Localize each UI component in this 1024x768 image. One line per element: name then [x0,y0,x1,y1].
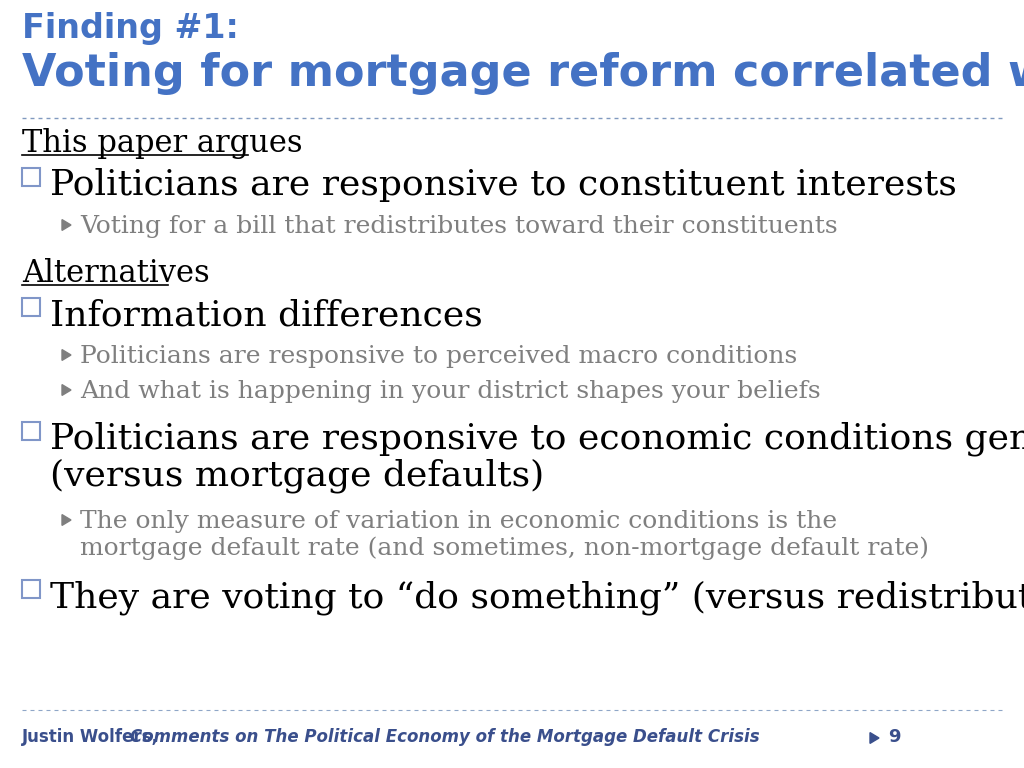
Text: Justin Wolfers,: Justin Wolfers, [22,728,165,746]
Polygon shape [62,220,71,230]
Bar [22,298,40,316]
Text: Information differences: Information differences [50,298,482,332]
Text: Politicians are responsive to perceived macro conditions: Politicians are responsive to perceived … [80,345,798,368]
Text: Voting for mortgage reform correlated with default rates: Voting for mortgage reform correlated wi… [22,52,1024,95]
Text: Politicians are responsive to constituent interests: Politicians are responsive to constituen… [50,168,956,202]
Text: Comments on The Political Economy of the Mortgage Default Crisis: Comments on The Political Economy of the… [130,728,760,746]
Text: 9: 9 [888,728,900,746]
Bar [22,168,40,186]
Text: mortgage default rate (and sometimes, non-mortgage default rate): mortgage default rate (and sometimes, no… [80,536,929,560]
Polygon shape [62,515,71,525]
Polygon shape [62,349,71,360]
Text: They are voting to “do something” (versus redistribute): They are voting to “do something” (versu… [50,580,1024,614]
Text: (versus mortgage defaults): (versus mortgage defaults) [50,458,544,492]
Text: Voting for a bill that redistributes toward their constituents: Voting for a bill that redistributes tow… [80,215,838,238]
Polygon shape [870,733,879,743]
Text: This paper argues: This paper argues [22,128,303,159]
Bar [22,422,40,440]
Text: Politicians are responsive to economic conditions generally: Politicians are responsive to economic c… [50,422,1024,456]
Polygon shape [62,385,71,396]
Text: Alternatives: Alternatives [22,258,210,289]
Text: The only measure of variation in economic conditions is the: The only measure of variation in economi… [80,510,838,533]
Text: And what is happening in your district shapes your beliefs: And what is happening in your district s… [80,380,820,403]
Text: Finding #1:: Finding #1: [22,12,239,45]
Bar [22,580,40,598]
